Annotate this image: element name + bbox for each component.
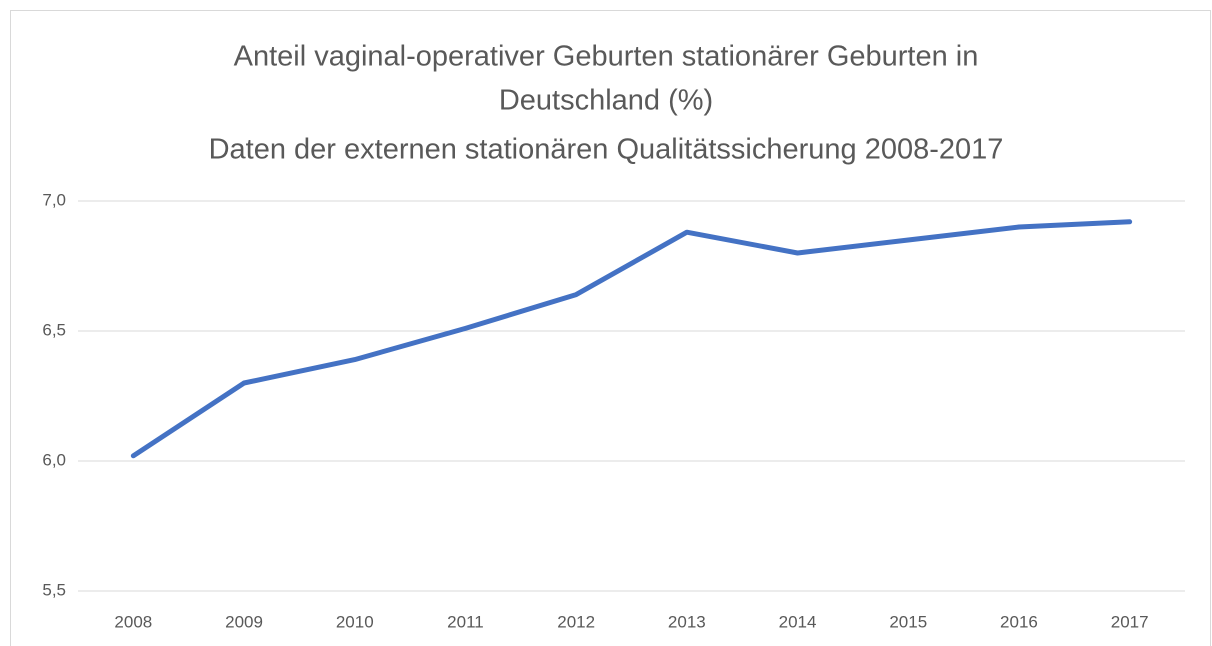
x-tick-label: 2016 [1000, 612, 1038, 631]
x-tick-label: 2011 [447, 612, 484, 631]
data-line [130, 219, 1133, 459]
chart-border [10, 10, 1211, 646]
x-tick-label: 2012 [557, 612, 595, 631]
x-tick-label: 2013 [668, 612, 706, 631]
y-tick-label: 6,0 [42, 450, 66, 469]
y-tick-label: 6,5 [42, 320, 66, 339]
chart-title: Anteil vaginal-operativer Geburten stati… [234, 41, 979, 73]
x-tick-label: 2017 [1111, 612, 1149, 631]
x-tick-label: 2008 [114, 612, 152, 631]
y-tick-label: 7,0 [42, 190, 66, 209]
x-tick-label: 2015 [889, 612, 927, 631]
x-tick-label: 2009 [225, 612, 263, 631]
x-tick-label: 2010 [336, 612, 374, 631]
chart-subtitle: Daten der externen stationären Qualitäts… [209, 134, 1004, 166]
x-tick-label: 2014 [779, 612, 817, 631]
y-tick-label: 5,5 [42, 580, 66, 599]
chart-title: Deutschland (%) [499, 85, 713, 117]
